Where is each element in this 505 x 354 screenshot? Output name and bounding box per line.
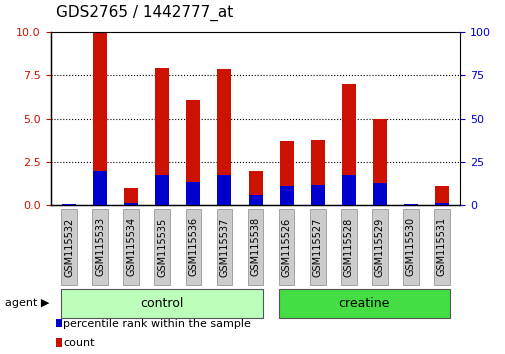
Text: count: count [63,338,94,348]
Bar [186,182,200,205]
Text: GSM115527: GSM115527 [312,217,322,276]
Bar [310,184,324,205]
Bar [279,186,293,205]
FancyBboxPatch shape [278,289,449,318]
Text: GSM115538: GSM115538 [250,217,260,276]
Text: GSM115529: GSM115529 [374,217,384,276]
Text: GSM115536: GSM115536 [188,217,198,276]
Bar [279,141,293,205]
Text: GSM115533: GSM115533 [95,217,105,276]
Bar [155,68,169,205]
Text: percentile rank within the sample: percentile rank within the sample [63,319,250,329]
Bar [217,175,231,205]
FancyBboxPatch shape [371,209,387,285]
Text: GSM115532: GSM115532 [64,217,74,276]
FancyBboxPatch shape [278,209,294,285]
Text: GSM115537: GSM115537 [219,217,229,276]
Bar [372,183,386,205]
Bar [155,175,169,205]
Text: GSM115531: GSM115531 [436,217,446,276]
Bar [341,175,355,205]
Bar [434,186,448,205]
Bar [434,203,448,205]
Bar [93,32,107,205]
Bar [124,203,138,205]
Text: GSM115530: GSM115530 [405,217,415,276]
FancyBboxPatch shape [247,209,263,285]
Text: GSM115528: GSM115528 [343,217,353,276]
Bar [372,119,386,205]
Text: GSM115526: GSM115526 [281,217,291,276]
FancyBboxPatch shape [340,209,356,285]
FancyBboxPatch shape [61,289,263,318]
Text: control: control [140,297,184,310]
FancyBboxPatch shape [433,209,449,285]
Bar [186,99,200,205]
Bar [248,171,262,205]
Text: GSM115534: GSM115534 [126,217,136,276]
Text: GSM115535: GSM115535 [157,217,167,276]
FancyBboxPatch shape [402,209,418,285]
FancyBboxPatch shape [309,209,325,285]
Bar [124,188,138,205]
FancyBboxPatch shape [92,209,108,285]
Bar [310,140,324,205]
Bar [93,171,107,205]
Text: GDS2765 / 1442777_at: GDS2765 / 1442777_at [56,5,232,21]
FancyBboxPatch shape [123,209,139,285]
Bar [248,195,262,205]
FancyBboxPatch shape [216,209,232,285]
FancyBboxPatch shape [154,209,170,285]
Text: agent ▶: agent ▶ [5,298,49,308]
Text: creatine: creatine [338,297,389,310]
FancyBboxPatch shape [185,209,201,285]
FancyBboxPatch shape [61,209,77,285]
Bar [341,84,355,205]
Bar [217,69,231,205]
